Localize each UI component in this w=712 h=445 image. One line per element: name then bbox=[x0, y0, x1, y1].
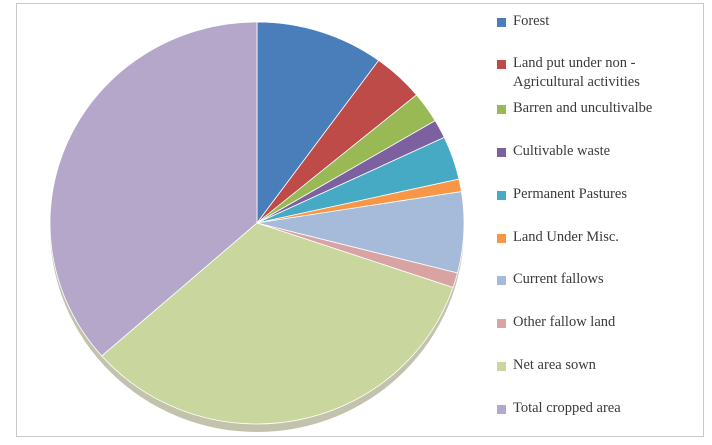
legend-swatch bbox=[497, 234, 506, 243]
pie-slice-net-area-sown bbox=[101, 222, 454, 425]
legend-swatch bbox=[497, 60, 506, 69]
legend-label: Current fallows bbox=[513, 271, 604, 287]
legend-swatch bbox=[497, 105, 506, 114]
pie-slice-total-cropped-area bbox=[49, 21, 258, 357]
legend-swatch bbox=[497, 276, 506, 285]
pie-slice-forest bbox=[256, 21, 380, 225]
legend-swatch bbox=[497, 362, 506, 371]
legend-swatch bbox=[497, 191, 506, 200]
chart-frame: Forest Land put under non - Agricultural a… bbox=[16, 3, 704, 437]
pie-chart bbox=[49, 21, 465, 432]
legend-label: Total cropped area bbox=[513, 400, 621, 416]
legend-label: Other fallow land bbox=[513, 314, 616, 330]
legend-label: Land Under Misc. bbox=[513, 229, 619, 245]
legend-label: Permanent Pastures bbox=[513, 186, 627, 202]
pie-slices bbox=[49, 21, 465, 425]
legend-label: Net area sown bbox=[513, 357, 596, 373]
legend-swatch bbox=[497, 148, 506, 157]
legend-label: Forest bbox=[513, 13, 550, 29]
legend-label: Land put under non - Agricultural activit… bbox=[513, 55, 640, 90]
legend-label: Barren and uncultivalbe bbox=[513, 100, 653, 116]
legend-swatch bbox=[497, 405, 506, 414]
legend-label: Cultivable waste bbox=[513, 143, 611, 159]
legend-swatch bbox=[497, 18, 506, 27]
legend-swatch bbox=[497, 319, 506, 328]
